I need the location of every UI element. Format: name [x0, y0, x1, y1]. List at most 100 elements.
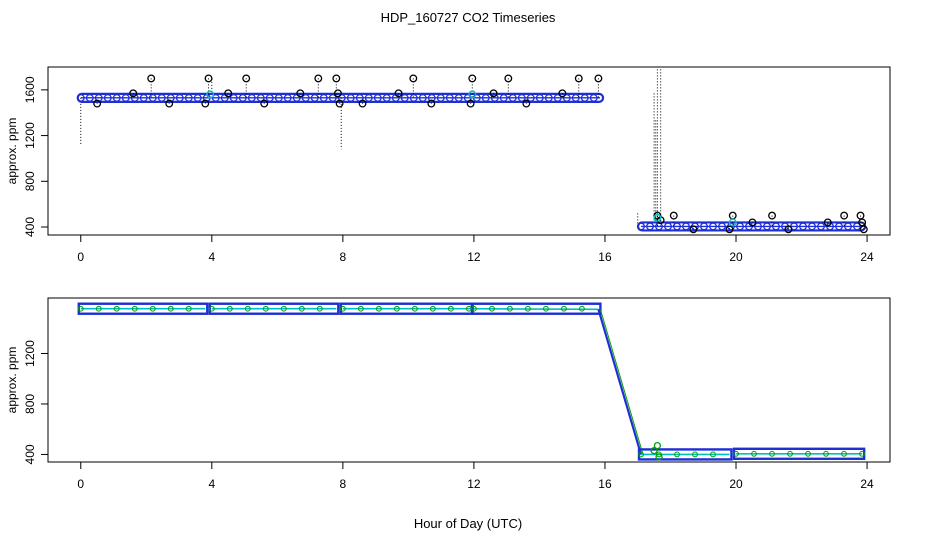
outlier-point — [504, 74, 513, 83]
series-glyph — [113, 305, 120, 312]
outlier-point — [574, 74, 583, 83]
outlier-point — [409, 74, 418, 83]
data-point — [211, 93, 220, 102]
highlight-point — [206, 90, 215, 99]
data-point — [673, 222, 681, 231]
data-point — [103, 93, 112, 102]
series-glyph — [262, 305, 269, 312]
data-point — [238, 93, 247, 102]
outlier-point — [558, 89, 567, 98]
data-point — [364, 93, 373, 102]
data-point — [844, 222, 852, 231]
series-glyph — [149, 305, 156, 312]
series-glyph — [375, 305, 382, 312]
series-glyph — [859, 450, 865, 457]
y-tick-label: 800 — [23, 171, 37, 191]
data-point — [328, 93, 337, 102]
x-tick-label: 16 — [598, 477, 612, 491]
series-glyph — [447, 305, 454, 312]
data-point — [682, 222, 690, 231]
y-tick-label: 1200 — [23, 122, 37, 149]
data-point — [184, 93, 193, 102]
data-point — [799, 222, 807, 231]
data-point — [853, 222, 861, 231]
data-point — [229, 93, 238, 102]
series-glyph — [226, 305, 233, 312]
data-point — [772, 222, 780, 231]
outlier-point — [594, 74, 603, 83]
outlier-point — [260, 99, 269, 108]
series-glyph — [280, 305, 287, 312]
data-point — [139, 93, 148, 102]
series-glyph — [208, 305, 215, 312]
y-tick-label: 1600 — [23, 76, 37, 103]
data-point — [517, 93, 526, 102]
series-glyph — [638, 451, 644, 458]
data-point — [85, 93, 94, 102]
y-tick-label: 800 — [23, 394, 37, 414]
outlier-point — [669, 211, 678, 220]
x-tick-label: 24 — [860, 477, 874, 491]
x-tick-label: 4 — [208, 477, 215, 491]
outlier-point — [859, 225, 868, 234]
outlier-point — [466, 99, 475, 108]
series-glyph — [751, 450, 757, 457]
series-glyph — [411, 305, 418, 312]
glyph-point — [655, 453, 663, 461]
x-tick-label: 12 — [467, 477, 481, 491]
series-line — [599, 309, 644, 455]
series-glyph — [339, 305, 346, 312]
highlight-point — [653, 213, 662, 222]
series-glyph — [131, 305, 138, 312]
x-tick-label: 4 — [208, 250, 215, 264]
data-point — [382, 93, 391, 102]
series-glyph — [841, 450, 847, 457]
data-point — [508, 93, 517, 102]
data-point — [700, 222, 708, 231]
bottom-y-axis-label: approx. ppm — [5, 347, 19, 414]
series-glyph — [692, 451, 698, 458]
series-glyph — [298, 305, 305, 312]
data-point — [535, 93, 544, 102]
bottom-plot-frame — [47, 297, 891, 463]
series-glyph — [507, 305, 513, 312]
series-glyph — [674, 451, 680, 458]
series-glyph — [769, 450, 775, 457]
outlier-point — [147, 74, 156, 83]
data-point — [112, 93, 121, 102]
data-point — [157, 93, 166, 102]
series-glyph — [244, 305, 251, 312]
series-glyph — [710, 451, 716, 458]
bottom-data-marks — [77, 302, 866, 461]
outlier-point — [314, 74, 323, 83]
data-point — [76, 93, 85, 102]
series-glyph — [429, 305, 436, 312]
y-tick-label: 1200 — [23, 340, 37, 367]
series-glyph — [95, 305, 102, 312]
outlier-point — [204, 74, 213, 83]
data-point — [148, 93, 157, 102]
outlier-point — [335, 99, 344, 108]
outlier-point — [522, 99, 531, 108]
outlier-point — [427, 99, 436, 108]
y-tick-label: 400 — [23, 444, 37, 464]
series-glyph — [805, 450, 811, 457]
bottom-axes: 0 4 8 12 16 20 24 400 800 1200 — [23, 340, 874, 491]
data-point — [580, 93, 589, 102]
data-point — [265, 93, 274, 102]
outlier-point — [823, 218, 832, 227]
series-glyph — [823, 450, 829, 457]
outlier-point — [840, 211, 849, 220]
x-tick-label: 8 — [340, 477, 347, 491]
top-y-axis-label: approx. ppm — [5, 118, 19, 185]
data-point — [544, 93, 553, 102]
outlier-point — [333, 89, 342, 98]
data-point — [571, 93, 580, 102]
chart-title: HDP_160727 CO2 Timeseries — [381, 10, 556, 25]
series-glyph — [543, 305, 549, 312]
data-point — [130, 93, 139, 102]
data-point — [256, 93, 265, 102]
data-point — [418, 93, 427, 102]
outlier-point — [296, 89, 305, 98]
